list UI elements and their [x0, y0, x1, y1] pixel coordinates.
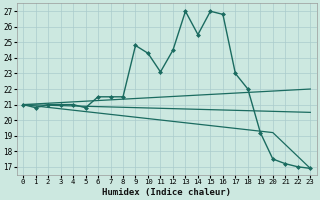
X-axis label: Humidex (Indice chaleur): Humidex (Indice chaleur) [102, 188, 231, 197]
